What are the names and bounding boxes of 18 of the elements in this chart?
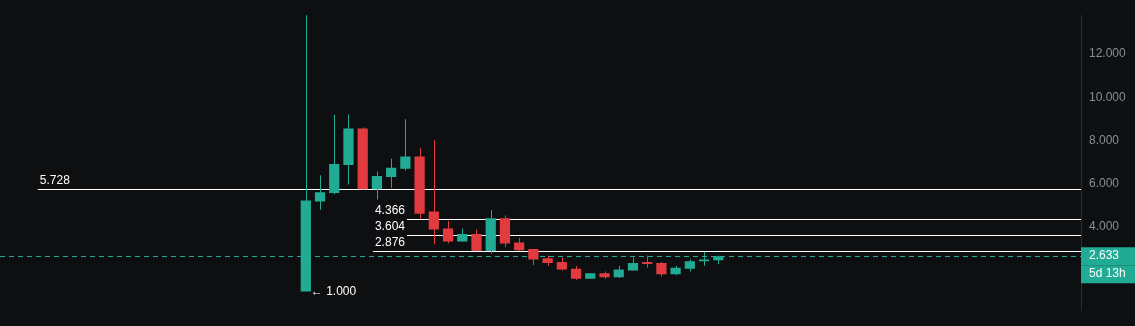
ref-line-label: 2.876 <box>374 234 406 249</box>
ref-line-label: 2.633 <box>1089 248 1120 263</box>
y-tick-label: 4.000 <box>1089 218 1120 233</box>
y-tick-label: 12.000 <box>1089 46 1127 61</box>
ref-line-label: 3.604 <box>374 218 406 233</box>
candlestick <box>386 158 397 189</box>
candlestick <box>400 118 411 172</box>
y-tick-label: 6.000 <box>1089 175 1120 190</box>
annotation: ← 1.000 <box>310 283 357 298</box>
candlestick <box>314 174 326 211</box>
candlestick <box>442 220 454 244</box>
candlestick <box>428 139 439 245</box>
ref-line-label: 5.728 <box>39 172 71 187</box>
text: 5d 13h <box>1089 266 1126 281</box>
candlestick <box>371 171 383 200</box>
ref-line-label: 4.366 <box>374 202 406 217</box>
y-tick-label: 8.000 <box>1089 132 1120 147</box>
y-tick-label: 10.000 <box>1089 89 1127 104</box>
